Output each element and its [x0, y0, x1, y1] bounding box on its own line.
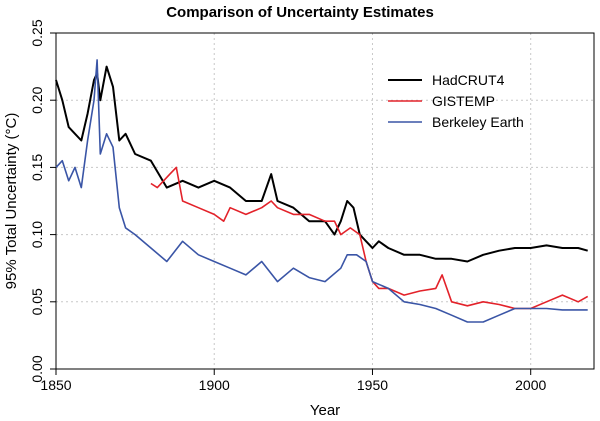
- legend: HadCRUT4 GISTEMP Berkeley Earth: [388, 72, 524, 130]
- y-tick-label-0: 0.00: [29, 355, 45, 382]
- plot-frame: [55, 32, 595, 370]
- legend-label-0: HadCRUT4: [432, 72, 505, 88]
- y-axis-ticks: 0.00 0.05 0.10 0.15 0.20 0.25: [29, 19, 56, 383]
- x-tick-label-2: 1950: [357, 377, 388, 393]
- x-tick-label-1: 1900: [199, 377, 230, 393]
- x-tick-label-3: 2000: [515, 377, 546, 393]
- y-tick-label-1: 0.05: [29, 288, 45, 315]
- y-tick-label-3: 0.15: [29, 154, 45, 181]
- y-tick-label-5: 0.25: [29, 19, 45, 46]
- y-tick-label-2: 0.10: [29, 221, 45, 248]
- series-line-hadcrut4: [55, 65, 588, 263]
- grid: [55, 32, 594, 370]
- legend-label-1: GISTEMP: [432, 93, 495, 109]
- x-tick-label-0: 1850: [40, 377, 71, 393]
- series-lines: [55, 59, 589, 323]
- y-axis-label: 95% Total Uncertainty (°C): [3, 113, 20, 290]
- x-axis-label: Year: [310, 402, 340, 419]
- y-tick-label-4: 0.20: [29, 86, 45, 113]
- series-line-gistemp: [150, 166, 589, 310]
- x-axis-ticks: 1850 1900 1950 2000: [40, 369, 546, 393]
- series-line-berkeley-earth: [55, 59, 588, 323]
- chart-title: Comparison of Uncertainty Estimates: [166, 4, 434, 21]
- legend-label-2: Berkeley Earth: [432, 114, 524, 130]
